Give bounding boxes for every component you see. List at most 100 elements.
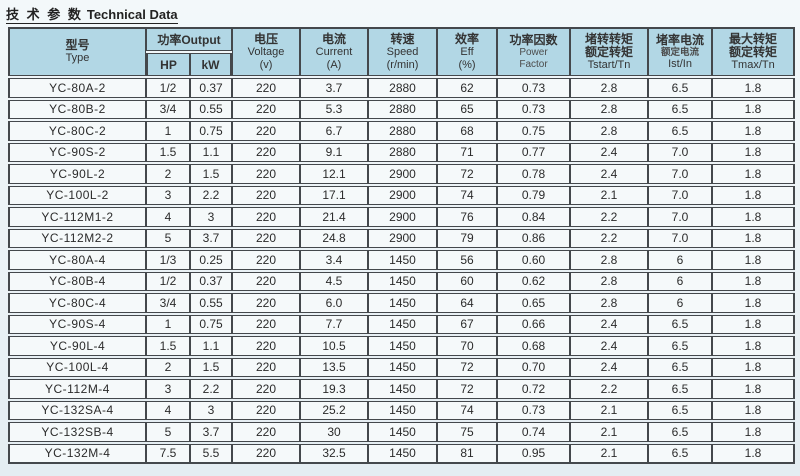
value-cell: 4.5: [300, 271, 369, 291]
value-cell: 0.62: [497, 271, 571, 291]
value-cell: 1450: [368, 250, 438, 270]
value-cell: 17.1: [300, 185, 369, 205]
table-row: YC-132SB-4 5 3.7 220 30 1450 75 0.74 2.1 6.5 1.8: [8, 422, 796, 442]
value-cell: 2.1: [570, 422, 649, 442]
value-cell: 6.5: [648, 400, 713, 420]
value-cell: 1.5: [190, 164, 233, 184]
value-cell: 2.8: [570, 250, 649, 270]
value-cell: 13.5: [300, 357, 369, 377]
col-header-power-factor: 功率因数 Power Factor: [497, 27, 571, 76]
value-cell: 7.7: [300, 314, 369, 334]
value-cell: 5.3: [300, 99, 369, 119]
value-cell: 3/4: [146, 99, 190, 119]
value-cell: 0.75: [190, 121, 233, 141]
page-title-en: Technical Data: [86, 7, 178, 22]
model-cell: YC-100L-4: [8, 357, 146, 377]
value-cell: 3: [146, 185, 190, 205]
model-cell: YC-80A-4: [8, 250, 146, 270]
value-cell: 7.0: [648, 207, 713, 227]
value-cell: 2.1: [570, 400, 649, 420]
value-cell: 1.1: [190, 142, 233, 162]
value-cell: 64: [437, 293, 498, 313]
value-cell: 220: [232, 400, 301, 420]
value-cell: 1.8: [712, 164, 796, 184]
table-row: YC-80B-2 3/4 0.55 220 5.3 2880 65 0.73 2.8 6.5 1.8: [8, 99, 796, 119]
value-cell: 21.4: [300, 207, 369, 227]
value-cell: 2880: [368, 121, 438, 141]
col-header-eff: 效率 Eff (%): [437, 27, 498, 76]
value-cell: 6.7: [300, 121, 369, 141]
model-cell: YC-80B-2: [8, 99, 146, 119]
table-row: YC-132SA-4 4 3 220 25.2 1450 74 0.73 2.1 6.5 1.8: [8, 400, 796, 420]
value-cell: 3/4: [146, 293, 190, 313]
value-cell: 220: [232, 250, 301, 270]
value-cell: 220: [232, 293, 301, 313]
table-row: YC-80C-2 1 0.75 220 6.7 2880 68 0.75 2.8 6.5 1.8: [8, 121, 796, 141]
value-cell: 1.8: [712, 207, 796, 227]
value-cell: 60: [437, 271, 498, 291]
table-row: YC-90S-4 1 0.75 220 7.7 1450 67 0.66 2.4 6.5 1.8: [8, 314, 796, 334]
value-cell: 6: [648, 250, 713, 270]
value-cell: 1.8: [712, 293, 796, 313]
value-cell: 2.4: [570, 314, 649, 334]
value-cell: 3.7: [190, 228, 233, 248]
table-row: YC-90S-2 1.5 1.1 220 9.1 2880 71 0.77 2.4 7.0 1.8: [8, 142, 796, 162]
value-cell: 6.5: [648, 99, 713, 119]
value-cell: 220: [232, 336, 301, 356]
value-cell: 1.8: [712, 185, 796, 205]
table-row: YC-80A-4 1/3 0.25 220 3.4 1450 56 0.60 2.8 6 1.8: [8, 250, 796, 270]
value-cell: 3: [146, 379, 190, 399]
technical-data-table: 型号 Type 功率Output 电压 Voltage (v) 电流 Curre…: [8, 25, 796, 466]
table-row: YC-100L-2 3 2.2 220 17.1 2900 74 0.79 2.1 7.0 1.8: [8, 185, 796, 205]
value-cell: 0.84: [497, 207, 571, 227]
value-cell: 2.8: [570, 121, 649, 141]
value-cell: 2880: [368, 99, 438, 119]
col-header-current: 电流 Current (A): [300, 27, 369, 76]
model-cell: YC-90L-4: [8, 336, 146, 356]
table-row: YC-80C-4 3/4 0.55 220 6.0 1450 64 0.65 2.8 6 1.8: [8, 293, 796, 313]
value-cell: 1.8: [712, 357, 796, 377]
value-cell: 2.8: [570, 78, 649, 98]
value-cell: 0.72: [497, 379, 571, 399]
model-cell: YC-90S-2: [8, 142, 146, 162]
value-cell: 2880: [368, 142, 438, 162]
col-header-tmax: 最大转矩 额定转矩 Tmax/Tn: [712, 27, 796, 76]
value-cell: 0.68: [497, 336, 571, 356]
value-cell: 1.8: [712, 422, 796, 442]
value-cell: 6.0: [300, 293, 369, 313]
value-cell: 2: [146, 357, 190, 377]
col-header-tstart: 堵转转矩 额定转矩 Tstart/Tn: [570, 27, 649, 76]
value-cell: 2.1: [570, 185, 649, 205]
value-cell: 2900: [368, 228, 438, 248]
page-title: 技 术 参 数 Technical Data: [0, 0, 178, 25]
value-cell: 220: [232, 164, 301, 184]
value-cell: 1450: [368, 422, 438, 442]
value-cell: 7.0: [648, 164, 713, 184]
value-cell: 30: [300, 422, 369, 442]
value-cell: 5: [146, 228, 190, 248]
value-cell: 1450: [368, 443, 438, 464]
value-cell: 9.1: [300, 142, 369, 162]
col-header-hp: HP: [146, 53, 190, 76]
value-cell: 2.2: [570, 207, 649, 227]
value-cell: 220: [232, 99, 301, 119]
model-cell: YC-90L-2: [8, 164, 146, 184]
value-cell: 0.74: [497, 422, 571, 442]
table-row: YC-132M-4 7.5 5.5 220 32.5 1450 81 0.95 2.1 6.5 1.…: [8, 443, 796, 464]
value-cell: 2.8: [570, 99, 649, 119]
model-cell: YC-132SA-4: [8, 400, 146, 420]
value-cell: 72: [437, 164, 498, 184]
value-cell: 0.60: [497, 250, 571, 270]
value-cell: 6.5: [648, 336, 713, 356]
value-cell: 220: [232, 422, 301, 442]
value-cell: 4: [146, 207, 190, 227]
value-cell: 2880: [368, 78, 438, 98]
value-cell: 220: [232, 443, 301, 464]
value-cell: 4: [146, 400, 190, 420]
value-cell: 81: [437, 443, 498, 464]
value-cell: 1450: [368, 293, 438, 313]
value-cell: 0.37: [190, 78, 233, 98]
model-cell: YC-112M2-2: [8, 228, 146, 248]
value-cell: 0.78: [497, 164, 571, 184]
value-cell: 1/2: [146, 271, 190, 291]
